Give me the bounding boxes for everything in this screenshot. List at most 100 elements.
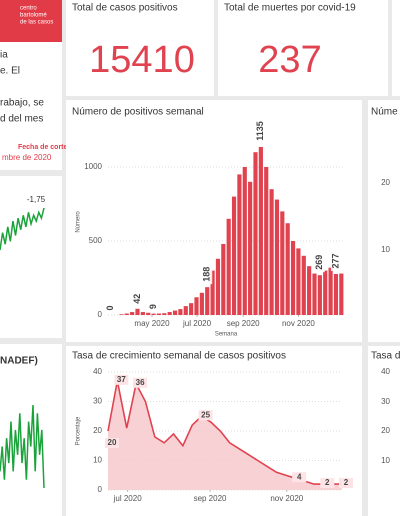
chart-title: Número de positivos semanal [72, 107, 204, 118]
bar [317, 275, 322, 315]
card [392, 0, 400, 96]
bar [285, 223, 290, 315]
line [0, 207, 45, 251]
cutoff-label: Fecha de corte [18, 144, 68, 151]
data-label: 2 [344, 478, 349, 487]
bar [119, 314, 124, 315]
data-label: 25 [201, 410, 210, 419]
x-tick-label: nov 2020 [282, 319, 315, 328]
bar [221, 243, 226, 315]
bar [231, 196, 237, 315]
data-label: 269 [314, 255, 324, 270]
y-tick-label: 1000 [84, 162, 102, 171]
data-label: 9 [148, 304, 158, 309]
bar [323, 270, 328, 315]
bar [242, 167, 247, 315]
chart-title: Tasa de crecimiento semanal de casos pos… [72, 351, 286, 362]
bar [328, 267, 333, 315]
y-tick-label: 10 [381, 245, 390, 254]
bar [130, 312, 135, 315]
bar [307, 266, 312, 315]
bar [237, 174, 242, 315]
label-bg [255, 118, 266, 145]
bar [296, 248, 301, 315]
data-label: 2 [325, 478, 330, 487]
bar [146, 312, 151, 315]
area [108, 380, 342, 490]
data-label: 36 [136, 378, 145, 387]
logo-band [0, 0, 62, 42]
text-line: rabajo, se [0, 98, 44, 109]
card [218, 0, 388, 96]
data-label: 20 [108, 438, 117, 447]
line [0, 404, 45, 489]
y-tick-label: 10 [93, 456, 102, 465]
y-axis-label: Porcentaje [76, 416, 82, 445]
label-bg [105, 304, 116, 312]
label-bg [105, 438, 119, 448]
x-tick-label: jul 2020 [182, 319, 212, 328]
label-bg [133, 377, 148, 388]
card-title: Total de casos positivos [72, 3, 178, 14]
y-tick-label: 10 [381, 456, 390, 465]
data-label: 277 [330, 253, 340, 268]
panel [368, 346, 400, 516]
card [66, 0, 214, 96]
label-bg [148, 302, 159, 311]
separator [0, 338, 62, 344]
label-bg [292, 472, 307, 483]
bar [194, 297, 199, 315]
y-tick-label: 30 [93, 397, 102, 406]
bar [162, 313, 167, 315]
label-bg [320, 478, 335, 489]
x-tick-label: jul 2020 [113, 494, 143, 503]
panel-title: Núme [371, 107, 398, 118]
text-line: d del mes [0, 114, 43, 125]
bar [172, 310, 178, 315]
x-tick-label: sep 2020 [194, 494, 227, 503]
y-tick-label: 0 [98, 310, 103, 319]
bar [274, 199, 280, 315]
bar [258, 147, 263, 315]
y-tick-label: 20 [93, 426, 102, 435]
bar [253, 152, 258, 315]
bar [189, 303, 194, 315]
label-bg [132, 291, 143, 306]
bar [183, 306, 188, 315]
bar [151, 313, 156, 315]
label-bg [114, 374, 129, 385]
bar [140, 312, 145, 315]
bar [280, 211, 285, 315]
bar [312, 273, 317, 315]
y-tick-label: 30 [381, 397, 390, 406]
bar [135, 308, 140, 315]
bar [124, 313, 129, 315]
text-line: e. El [0, 66, 20, 77]
y-tick-label: 20 [381, 178, 390, 187]
bar [215, 258, 221, 315]
x-tick-label: may 2020 [134, 319, 170, 328]
bar [290, 241, 296, 315]
y-tick-label: 500 [89, 236, 103, 245]
card-value: 15410 [89, 39, 195, 81]
x-tick-label: nov 2020 [270, 494, 303, 503]
data-label: 1135 [255, 121, 265, 141]
label-bg [330, 251, 341, 272]
separator [0, 170, 62, 176]
data-label: 42 [132, 294, 142, 304]
text-line: ia [0, 50, 8, 61]
data-label: -1,75 [27, 195, 46, 204]
bar [248, 181, 253, 315]
bar [199, 292, 204, 315]
bar [339, 273, 344, 315]
bar [226, 218, 231, 315]
y-tick-label: 40 [93, 367, 102, 376]
x-axis-label: Semana [215, 332, 238, 338]
bar [167, 312, 172, 315]
card-title: Total de muertes por covid-19 [224, 3, 356, 14]
label-bg [198, 410, 213, 421]
logo: bartolomé [20, 13, 47, 19]
bar [269, 189, 274, 315]
bar [301, 255, 306, 315]
